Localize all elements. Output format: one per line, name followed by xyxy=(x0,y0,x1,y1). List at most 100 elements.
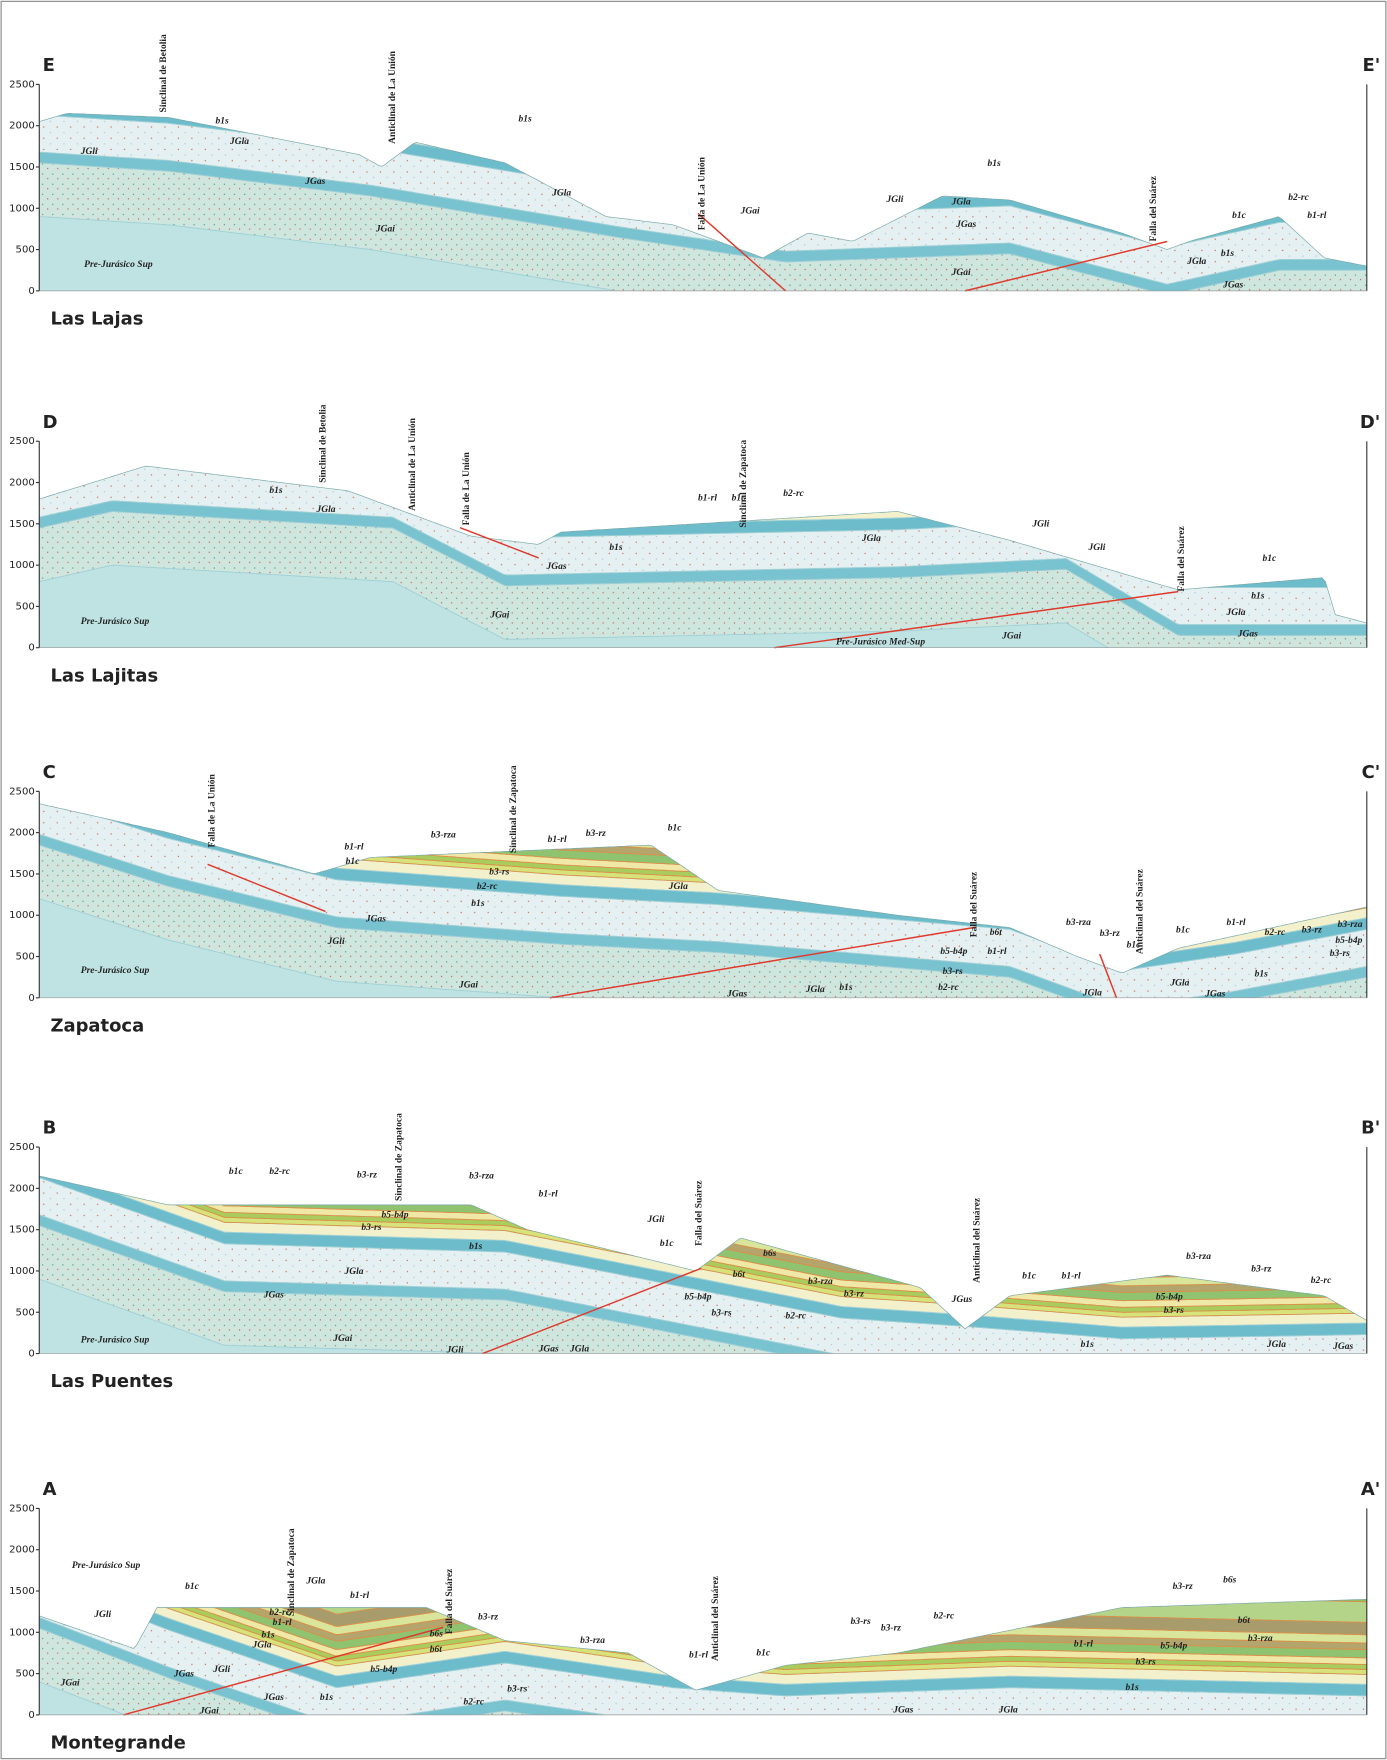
unit-label: b1s xyxy=(269,486,283,496)
section-end: D' xyxy=(1360,412,1380,433)
unit-label: b3-rza xyxy=(431,830,456,840)
unit-label: b6t xyxy=(1238,1616,1251,1626)
structure-label: Anticlinal del Suárez xyxy=(973,1197,983,1283)
unit-label: JGla xyxy=(1169,978,1189,988)
structure-label: Falla del Suárez xyxy=(969,871,979,937)
layer-b6s xyxy=(36,0,1369,153)
y-tick-label: 2500 xyxy=(9,786,35,797)
unit-label: b6t xyxy=(430,1645,443,1655)
section-end: B' xyxy=(1361,1118,1380,1139)
y-tick-label: 1000 xyxy=(9,1627,35,1638)
unit-label: b1c xyxy=(1262,554,1277,564)
unit-label: b3-rza xyxy=(1338,920,1363,930)
y-tick-label: 2500 xyxy=(9,1503,35,1514)
section-name: Las Lajitas xyxy=(50,665,158,686)
section-start: C xyxy=(43,762,56,783)
unit-label: b1c xyxy=(732,494,747,504)
structure-label: Sinclinal de Zapatoca xyxy=(287,1528,297,1616)
unit-label: JGai xyxy=(199,1707,219,1717)
unit-label: JGas xyxy=(538,1344,559,1354)
unit-label: b3-rs xyxy=(711,1308,731,1318)
unit-label: b5-b4p xyxy=(685,1293,712,1303)
unit-label: b5-b4p xyxy=(940,947,967,957)
unit-label: b3-rza xyxy=(1066,918,1091,928)
unit-label: b1-rl xyxy=(689,1651,708,1661)
y-tick-label: 2000 xyxy=(9,1183,35,1194)
unit-label: JGai xyxy=(332,1334,352,1344)
unit-label: b1c xyxy=(185,1582,200,1592)
structure-label: Sinclinal de Zapatoca xyxy=(395,1113,405,1201)
unit-label: b3-rza xyxy=(580,1636,605,1646)
unit-label: JGas xyxy=(263,1693,284,1703)
unit-label: b6t xyxy=(733,1270,746,1280)
section: 05001000150020002500DD'Las LajitasSincli… xyxy=(9,295,1380,689)
y-tick-label: 0 xyxy=(28,1710,34,1721)
unit-label: JGla xyxy=(229,137,249,147)
unit-label: b1s xyxy=(1255,969,1269,979)
unit-label: JGli xyxy=(93,1610,111,1620)
unit-label: Pre-Jurásico Sup xyxy=(81,966,150,976)
unit-label: b2-rc xyxy=(269,1167,290,1177)
unit-label: b3-rz xyxy=(1100,929,1120,939)
unit-label: b1-rl xyxy=(1074,1639,1093,1649)
unit-label: b1-rl xyxy=(1062,1271,1081,1281)
structure-label: Falla del Suárez xyxy=(694,1180,704,1246)
section: 05001000150020002500CC'ZapatocaFalla de … xyxy=(9,629,1380,1072)
unit-label: JGla xyxy=(1226,608,1246,618)
unit-label: b3-rza xyxy=(1248,1634,1273,1644)
unit-label: JGas xyxy=(726,990,747,1000)
y-tick-label: 500 xyxy=(16,245,35,256)
unit-label: JGas xyxy=(955,220,976,230)
geology xyxy=(36,629,1369,1072)
unit-label: JGla xyxy=(951,197,971,207)
unit-label: b3-rs xyxy=(1136,1657,1156,1667)
y-tick-label: 500 xyxy=(16,1307,35,1318)
unit-label: b2-rc xyxy=(1265,928,1286,938)
unit-label: b3-rz xyxy=(844,1289,864,1299)
unit-label: JGli xyxy=(646,1215,664,1225)
unit-label: JGla xyxy=(344,1267,364,1277)
unit-label: JGli xyxy=(212,1665,230,1675)
section-start: D xyxy=(43,412,58,433)
unit-label: b1-rl xyxy=(698,494,717,504)
unit-label: b3-rza xyxy=(808,1277,833,1287)
unit-label: b1s xyxy=(1251,591,1265,601)
unit-label: b2-rc xyxy=(463,1698,484,1708)
y-tick-label: 1000 xyxy=(9,560,35,571)
unit-label: b6s xyxy=(763,1249,777,1259)
section-end: C' xyxy=(1362,762,1381,783)
unit-label: b1c xyxy=(1232,211,1247,221)
unit-label: JGai xyxy=(60,1679,80,1689)
y-tick-label: 500 xyxy=(16,601,35,612)
unit-label: b2-rc xyxy=(938,983,959,993)
unit-label: b1-rl xyxy=(1307,211,1326,221)
unit-label: b1s xyxy=(261,1630,275,1640)
unit-label: Pre-Jurásico Sup xyxy=(72,1561,141,1571)
unit-label: JGla xyxy=(569,1344,589,1354)
y-tick-label: 1500 xyxy=(9,1586,35,1597)
y-tick-label: 2000 xyxy=(9,828,35,839)
unit-label: JGas xyxy=(173,1670,194,1680)
y-tick-label: 2000 xyxy=(9,121,35,132)
y-tick-label: 0 xyxy=(28,993,34,1004)
unit-label: b3-rs xyxy=(361,1223,381,1233)
y-tick-label: 1500 xyxy=(9,1225,35,1236)
unit-label: b1-rl xyxy=(1227,918,1246,928)
unit-label: JGas xyxy=(892,1706,913,1716)
unit-label: JGla xyxy=(551,188,571,198)
unit-label: b2-rc xyxy=(269,1608,290,1618)
y-tick-label: 2000 xyxy=(9,1545,35,1556)
y-tick-label: 2500 xyxy=(9,1142,35,1153)
unit-label: b3-rs xyxy=(1330,949,1350,959)
unit-label: b3-rs xyxy=(1164,1306,1184,1316)
unit-label: b1s xyxy=(1126,1683,1140,1693)
unit-label: b1c xyxy=(668,824,683,834)
section-name: Montegrande xyxy=(50,1733,185,1754)
unit-label: b3-rz xyxy=(357,1170,377,1180)
unit-label: b3-rz xyxy=(881,1624,901,1634)
unit-label: JGla xyxy=(305,1577,325,1587)
y-tick-label: 1500 xyxy=(9,162,35,173)
unit-label: b5-b4p xyxy=(370,1665,397,1675)
unit-label: b1s xyxy=(988,159,1002,169)
